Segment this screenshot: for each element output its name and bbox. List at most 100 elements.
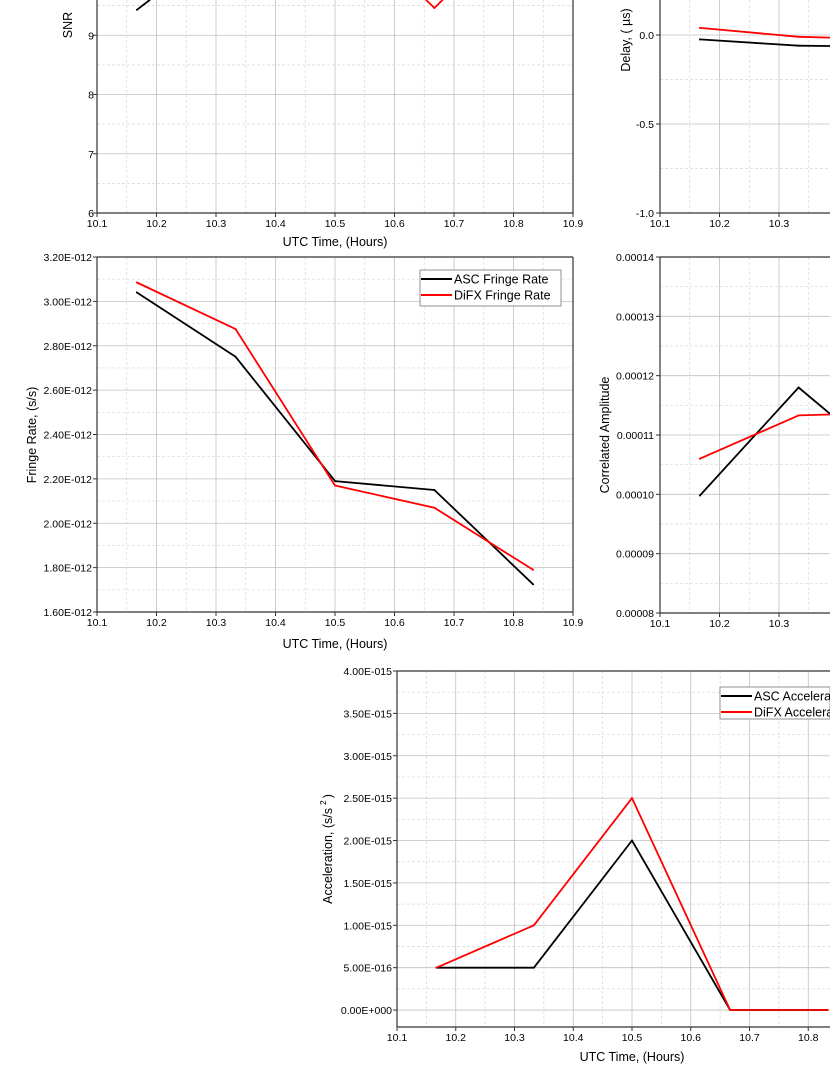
data-point: [135, 291, 138, 294]
x-tick-label: 10.4: [265, 617, 286, 629]
x-tick-label: 10.2: [709, 618, 730, 630]
difx-series-line: [435, 797, 829, 1011]
y-axis-label-text: Acceleration, (s/s: [321, 808, 335, 904]
y-tick-label: 2.00E-015: [344, 836, 393, 848]
data-point: [698, 494, 701, 497]
data-point: [698, 38, 701, 41]
series-segment: [699, 26, 800, 38]
series-lines: [435, 797, 829, 1011]
legend: ASC Acceleration DiFX Acceleration: [719, 686, 830, 720]
series-segment: [433, 0, 444, 9]
data-point: [631, 839, 633, 842]
x-tick-label: 10.5: [325, 617, 346, 629]
x-tick-label: 10.2: [709, 218, 730, 230]
difx-series-line: [135, 281, 535, 571]
x-tick-label: 10.1: [650, 618, 671, 630]
x-tick-label: 10.1: [87, 218, 108, 230]
difx-series-line: [698, 26, 830, 39]
data-point: [532, 583, 535, 586]
y-tick-label: 0.00E+000: [341, 1005, 392, 1017]
data-point: [135, 281, 138, 284]
y-tick-label: 0.00014: [616, 252, 654, 264]
series-segment: [425, 0, 436, 9]
y-axis-label-text: Delay, ( µs): [619, 8, 633, 71]
x-tick-label: 10.8: [798, 1032, 819, 1044]
y-axis-label-end: ): [321, 794, 335, 798]
x-tick-label: 10.3: [206, 617, 227, 629]
data-point: [532, 966, 535, 969]
difx-series-line: [698, 413, 830, 460]
y-tick-label: 1.00E-015: [344, 920, 393, 932]
y-tick-label: 1.80E-012: [44, 563, 93, 575]
y-tick-label: 2.20E-012: [44, 474, 93, 486]
data-point: [729, 1009, 732, 1011]
series-segment: [135, 281, 237, 331]
x-tick-label: 10.7: [444, 617, 465, 629]
asc-series-line: [135, 0, 151, 11]
x-tick-label: 10.6: [681, 1032, 702, 1044]
data-point: [797, 386, 800, 389]
x-tick-label: 10.6: [384, 617, 405, 629]
y-tick-label: 3.20E-012: [44, 252, 93, 264]
data-point: [135, 8, 138, 11]
y-axis-label: SNR: [61, 12, 75, 38]
y-tick-label: 8: [88, 90, 94, 102]
legend-box: [419, 269, 562, 307]
x-tick-label: 10.3: [769, 618, 790, 630]
grid: [96, 256, 573, 613]
data-point: [826, 1009, 829, 1011]
y-axis-label-text: Correlated Amplitude: [598, 377, 612, 494]
fringe-rate-chart: 10.1 10.2 10.3 10.4 10.5 10.6 10.7 10.8 10.9 1.60…: [25, 252, 583, 651]
x-tick-label: 10.1: [87, 617, 108, 629]
series-lines: [135, 281, 535, 586]
x-axis-label: UTC Time, (Hours): [580, 1050, 685, 1064]
x-tick-label: 10.5: [622, 1032, 643, 1044]
y-tick-label: 5.00E-016: [344, 963, 393, 975]
data-point: [433, 7, 436, 9]
x-tick-label: 10.7: [444, 218, 465, 230]
data-point: [698, 26, 701, 29]
x-tick-label: 10.8: [503, 617, 524, 629]
y-tick-label: 2.00E-012: [44, 518, 93, 530]
x-tick-label: 10.8: [503, 218, 524, 230]
data-point: [797, 44, 800, 47]
data-point: [433, 489, 436, 491]
y-tick-label: 2.40E-012: [44, 430, 93, 442]
data-point: [532, 924, 535, 927]
series-segment: [631, 839, 731, 1011]
x-tick-label: 10.9: [563, 617, 584, 629]
y-tick-label: 2.80E-012: [44, 341, 93, 353]
x-tick-label: 10.4: [265, 218, 286, 230]
series-segment: [433, 506, 534, 571]
y-tick-label: 4.00E-015: [344, 666, 393, 678]
data-point: [234, 328, 237, 331]
y-tick-label: 0.0: [639, 30, 654, 42]
y-axis-label: Correlated Amplitude: [598, 377, 612, 494]
delay-chart: 10.1 10.2 10.3 -1.0 -0.5 0.0 Delay, ( µs): [619, 0, 830, 230]
series-segment: [797, 386, 830, 415]
data-point: [234, 355, 237, 358]
series-segment: [334, 480, 436, 491]
plot-frame: [396, 670, 830, 1028]
y-axis-label: Acceleration, (s/s 2): [318, 794, 335, 904]
series-segment: [533, 839, 633, 969]
legend-box: [719, 686, 830, 720]
x-tick-label: 10.6: [384, 218, 405, 230]
asc-series-line: [698, 386, 830, 497]
y-tick-label: 0.00008: [616, 608, 654, 620]
series-segment: [631, 797, 731, 1011]
series-segment: [797, 35, 830, 39]
x-axis-label: UTC Time, (Hours): [283, 235, 388, 249]
x-tick-label: 10.7: [739, 1032, 760, 1044]
x-tick-label: 10.5: [325, 218, 346, 230]
data-point: [631, 797, 633, 800]
x-tick-label: 10.3: [504, 1032, 525, 1044]
legend-label: DiFX Acceleration: [754, 706, 830, 720]
series-segment: [699, 414, 800, 460]
legend-label: DiFX Fringe Rate: [454, 289, 551, 303]
y-tick-label: 1.50E-015: [344, 878, 393, 890]
y-axis-label: Delay, ( µs): [619, 8, 633, 71]
difx-series-line: [425, 0, 444, 9]
series-segment: [135, 0, 151, 11]
